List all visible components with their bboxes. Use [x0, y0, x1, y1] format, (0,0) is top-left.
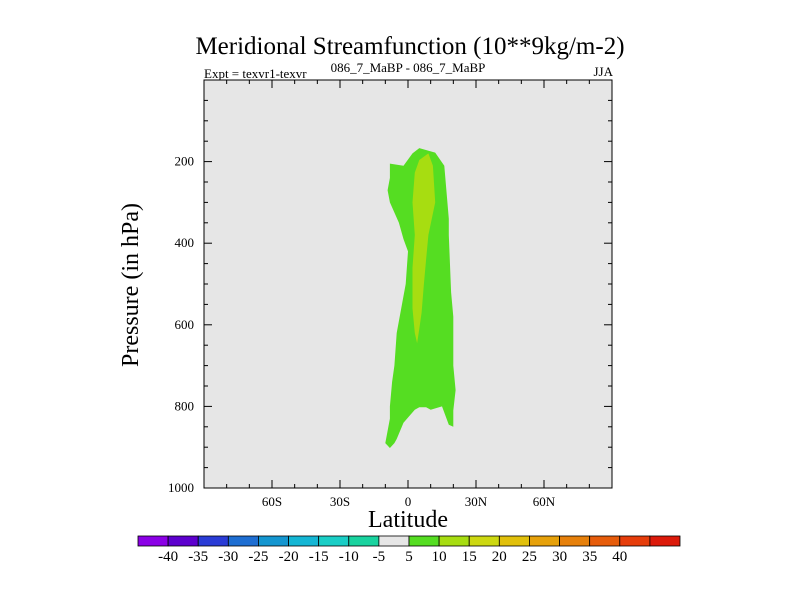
y-tick-label: 400 [175, 235, 195, 250]
colorbar-label: -15 [309, 549, 329, 565]
colorbar-swatch [167, 535, 199, 547]
colorbar-swatch [227, 535, 259, 547]
colorbar-swatch [649, 535, 681, 547]
colorbar-swatch [408, 535, 440, 547]
y-axis-ticks: 200 400 600 800 1000 [168, 99, 612, 495]
subtitle-experiment: Expt = texvr1-texvr [204, 66, 307, 81]
colorbar-swatch [468, 535, 500, 547]
colorbar-label: 40 [612, 549, 627, 565]
colorbar-swatch [619, 535, 651, 547]
x-tick-label: 60S [262, 494, 282, 509]
colorbar-label: -30 [218, 549, 238, 565]
colorbar-label: -35 [188, 549, 208, 565]
colorbar-swatch [438, 535, 470, 547]
colorbar-swatch [197, 535, 229, 547]
y-tick-label: 800 [175, 398, 195, 413]
colorbar-swatch [529, 535, 560, 547]
colorbar-label: 30 [552, 549, 567, 565]
colorbar-label: 15 [462, 549, 477, 565]
colorbar-label: 35 [582, 549, 597, 565]
colorbar-label: -20 [279, 549, 299, 565]
contour-region-band-10-to-15 [412, 153, 436, 344]
subtitle-periods: 086_7_MaBP - 086_7_MaBP [331, 60, 486, 75]
colorbar-label: 20 [492, 549, 507, 565]
x-tick-label: 0 [405, 494, 412, 509]
y-tick-label: 600 [175, 317, 195, 332]
colorbar-swatch [137, 535, 169, 547]
y-tick-label: 200 [175, 154, 195, 169]
colorbar-label: -25 [248, 549, 268, 565]
colorbar-label: 10 [432, 549, 447, 565]
colorbar-label: -40 [158, 549, 178, 565]
colorbar-swatch [559, 535, 591, 547]
x-axis-ticks: 60S 30S 0 30N 60N [226, 80, 590, 509]
colorbar-label: -10 [339, 549, 359, 565]
colorbar-swatch [589, 535, 621, 547]
colorbar-swatch [378, 535, 410, 547]
x-axis-label: Latitude [368, 507, 448, 533]
colorbar-label: 5 [405, 549, 413, 565]
contour-regions [385, 148, 456, 448]
colorbar-label: -5 [373, 549, 386, 565]
x-tick-label: 60N [533, 494, 556, 509]
y-tick-label: 1000 [168, 480, 194, 495]
colorbar: -40 -35 -30 -25 -20 -15 -10 -5 5 10 15 20 25 30 35 40 [137, 535, 681, 565]
subtitle-season: JJA [593, 64, 613, 79]
colorbar-swatch [288, 535, 320, 547]
colorbar-label: 25 [522, 549, 537, 565]
x-tick-label: 30S [330, 494, 350, 509]
colorbar-swatch [318, 535, 350, 547]
chart-title: Meridional Streamfunction (10**9kg/m-2) [195, 33, 624, 60]
y-axis-label: Pressure (in hPa) [118, 203, 144, 367]
colorbar-swatch [498, 535, 530, 547]
colorbar-swatch [258, 535, 289, 547]
colorbar-swatch [348, 535, 380, 547]
x-tick-label: 30N [465, 494, 488, 509]
